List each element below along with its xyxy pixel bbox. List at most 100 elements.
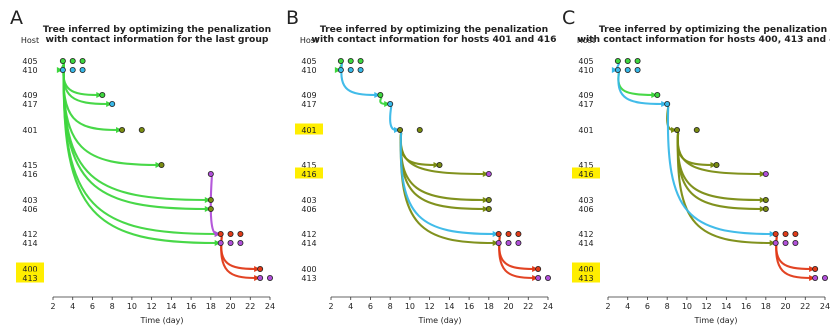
host-label: 401 <box>578 126 593 135</box>
host-label: 401 <box>301 126 316 135</box>
host-label: 416 <box>22 170 37 179</box>
sample-point <box>79 58 86 65</box>
x-tick-label: 24 <box>265 302 275 311</box>
sample-point <box>227 230 234 237</box>
transmission-edge <box>209 175 218 236</box>
edge-arrowhead <box>56 67 63 73</box>
sample-point <box>545 274 552 281</box>
x-tick-label: 2 <box>605 302 610 311</box>
sample-point <box>397 127 404 134</box>
x-tick-label: 6 <box>645 302 650 311</box>
host-label: 409 <box>22 91 37 100</box>
edge-arrowhead <box>482 197 489 203</box>
sample-point <box>257 274 264 281</box>
edge-arrowhead <box>204 206 211 212</box>
sample-point <box>377 92 384 99</box>
host-label: 405 <box>301 57 316 66</box>
x-tick-label: 20 <box>225 302 235 311</box>
x-tick-label: 18 <box>206 302 216 311</box>
sample-point <box>485 196 492 203</box>
host-header: Host <box>21 36 39 45</box>
sample-point <box>772 230 779 237</box>
x-tick-label: 8 <box>388 302 393 311</box>
sample-point <box>99 92 106 99</box>
x-tick-label: 6 <box>90 302 95 311</box>
sample-point <box>79 67 86 74</box>
edge-arrowhead <box>769 231 776 237</box>
edge-arrowhead <box>492 240 499 246</box>
transmission-edge <box>676 131 773 245</box>
host-label: 412 <box>22 230 37 239</box>
x-tick-label: 8 <box>665 302 670 311</box>
x-axis-label: Time (day) <box>139 316 183 325</box>
x-axis-label: Time (day) <box>417 316 461 325</box>
sample-point <box>713 161 720 168</box>
sample-point <box>347 67 354 74</box>
transmission-edge <box>617 71 655 97</box>
sample-point <box>436 161 443 168</box>
x-tick-label: 8 <box>110 302 115 311</box>
edge-arrowhead <box>809 266 816 272</box>
edge-arrowhead <box>482 206 489 212</box>
host-label: 415 <box>578 161 593 170</box>
edge-arrowhead <box>671 127 678 133</box>
sample-point <box>337 67 344 74</box>
transmission-edge <box>399 131 486 202</box>
sample-point <box>257 265 264 272</box>
sample-point <box>772 239 779 246</box>
edge-arrowhead <box>492 231 499 237</box>
host-label: 412 <box>301 230 316 239</box>
sample-point <box>674 127 681 134</box>
sample-point <box>495 239 502 246</box>
host-label: 409 <box>301 91 316 100</box>
sample-point <box>485 205 492 212</box>
host-label: 410 <box>578 66 593 75</box>
panel-letter: C <box>562 7 575 29</box>
panel-title-line-1: Tree inferred by optimizing the penaliza… <box>599 24 827 35</box>
edge-arrowhead <box>433 162 440 168</box>
transmission-edge <box>676 131 714 167</box>
sample-point <box>535 274 542 281</box>
sample-point <box>505 230 512 237</box>
host-label: 412 <box>578 230 593 239</box>
x-tick-label: 22 <box>800 302 810 311</box>
transmission-edge <box>399 131 496 236</box>
sample-point <box>485 170 492 177</box>
panel-title-line-1: Tree inferred by optimizing the penaliza… <box>320 24 548 35</box>
sample-point <box>59 58 66 65</box>
sample-point <box>357 58 364 65</box>
host-highlight <box>295 167 323 179</box>
edge-arrowhead <box>482 171 489 177</box>
host-highlight <box>295 123 323 135</box>
x-tick-label: 24 <box>820 302 830 311</box>
host-label: 414 <box>301 239 316 248</box>
host-label: 413 <box>22 274 37 283</box>
x-tick-label: 20 <box>780 302 790 311</box>
panel-a: A Tree inferred by optimizing the penali… <box>10 7 275 325</box>
sample-point <box>59 67 66 74</box>
transmission-edge <box>62 62 208 211</box>
x-tick-label: 14 <box>444 302 454 311</box>
panel-c: C Tree inferred by optimizing the penali… <box>562 7 830 325</box>
x-tick-label: 22 <box>523 302 533 311</box>
transmission-edge <box>666 105 773 236</box>
panel-letter: A <box>10 7 23 29</box>
sample-point <box>207 170 214 177</box>
edge-arrowhead <box>759 197 766 203</box>
host-label: 417 <box>578 100 593 109</box>
sample-point <box>762 196 769 203</box>
host-label: 409 <box>578 91 593 100</box>
edge-arrowhead <box>214 240 221 246</box>
host-header: Host <box>300 36 318 45</box>
sample-point <box>535 265 542 272</box>
panel-title-line-2: with contact information for hosts 401 a… <box>311 34 556 45</box>
x-tick-label: 22 <box>245 302 255 311</box>
sample-point <box>782 239 789 246</box>
panel-title-line-1: Tree inferred by optimizing the penaliza… <box>43 24 271 35</box>
x-tick-label: 10 <box>682 302 692 311</box>
sample-point <box>624 67 631 74</box>
host-label: 417 <box>301 100 316 109</box>
x-tick-label: 4 <box>70 302 75 311</box>
x-tick-label: 12 <box>702 302 712 311</box>
